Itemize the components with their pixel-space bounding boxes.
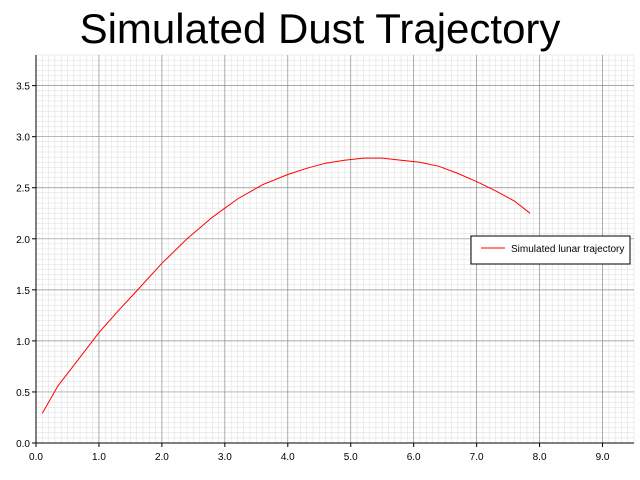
y-axis-ticks: 0.0 0.5 1.0 1.5 2.0 2.5 3.0 3.5 [16, 82, 36, 450]
legend-label: Simulated lunar trajectory [511, 244, 624, 255]
y-tick-label: 0.0 [16, 439, 30, 450]
x-tick-label: 4.0 [281, 452, 295, 463]
series-layer [41, 157, 531, 414]
y-tick-label: 3.5 [16, 82, 30, 93]
x-tick-label: 1.0 [92, 452, 106, 463]
x-tick-label: 3.0 [218, 452, 232, 463]
y-tick-label: 0.5 [16, 388, 30, 399]
x-tick-label: 2.0 [155, 452, 169, 463]
y-tick-label: 3.0 [16, 133, 30, 144]
y-tick-label: 1.5 [16, 286, 30, 297]
x-tick-label: 9.0 [596, 452, 610, 463]
axes [35, 55, 634, 444]
legend-box [470, 235, 631, 265]
y-tick-label: 1.0 [16, 337, 30, 348]
chart-title: Simulated Dust Trajectory [79, 5, 561, 52]
x-axis-ticks: 0.0 1.0 2.0 3.0 4.0 5.0 6.0 7.0 8.0 9.0 [29, 443, 610, 463]
series-line [41, 157, 531, 414]
x-tick-label: 0.0 [29, 452, 43, 463]
x-tick-label: 7.0 [470, 452, 484, 463]
legend: Simulated lunar trajectory [470, 235, 631, 265]
x-tick-label: 5.0 [344, 452, 358, 463]
x-tick-label: 6.0 [407, 452, 421, 463]
y-tick-label: 2.5 [16, 184, 30, 195]
y-tick-label: 2.0 [16, 235, 30, 246]
x-tick-label: 8.0 [533, 452, 547, 463]
